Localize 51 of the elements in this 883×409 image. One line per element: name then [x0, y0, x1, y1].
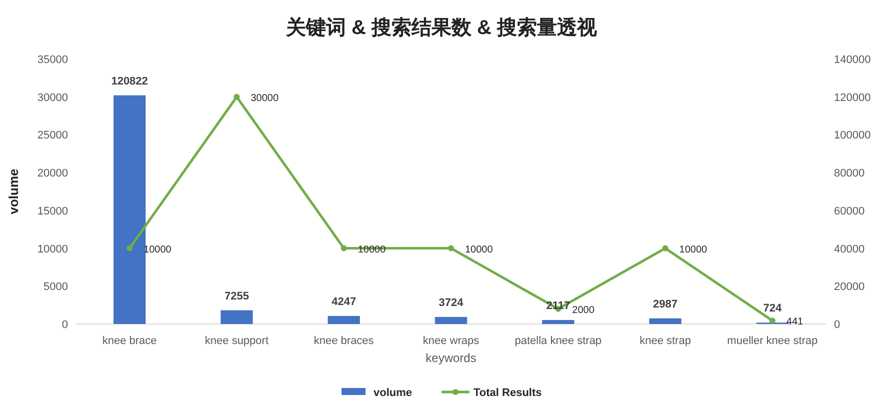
y-tick-label: 15000 [37, 205, 68, 218]
y2-tick-label: 60000 [834, 205, 865, 218]
point [126, 245, 133, 252]
x-tick-label: knee brace [102, 335, 157, 347]
bar-labels: 7255 [224, 290, 249, 302]
bar-labels: 724 [763, 302, 782, 315]
y2-tick-label: 40000 [834, 243, 865, 256]
data-label: 10000 [465, 244, 494, 256]
bar [649, 318, 682, 324]
y-tick-label: 35000 [37, 54, 68, 66]
y-tick-label: 10000 [37, 243, 68, 256]
bar-labels: 3724 [438, 296, 464, 309]
legend-label: volume [374, 387, 412, 399]
x-tick-label: knee braces [314, 335, 374, 347]
chart-title: 关键词 & 搜索结果数 & 搜索量透视 [284, 16, 598, 39]
bar [328, 316, 360, 324]
bar-labels: 120822 [111, 75, 148, 88]
y-tick-label: 20000 [37, 168, 68, 180]
y-axis-title: volume [6, 168, 21, 214]
y2-tick-label: 140000 [834, 54, 871, 66]
data-label: 2000 [572, 304, 595, 316]
bar [434, 316, 468, 324]
x-tick-label: knee strap [640, 335, 691, 347]
y2-tick-label: 120000 [834, 92, 871, 104]
y-tick-label: 0 [62, 319, 68, 331]
bar [114, 95, 146, 324]
x-axis-title: keywords [426, 351, 476, 365]
point [340, 245, 347, 252]
legend-label: Total Results [474, 387, 542, 399]
point [769, 318, 776, 324]
y-tick-label: 5000 [44, 281, 68, 294]
x-tick-label: knee support [204, 335, 269, 347]
bar-labels: 2987 [653, 298, 678, 310]
point [234, 94, 240, 100]
data-label: 30000 [250, 92, 279, 104]
y2-tick-label: 100000 [834, 130, 871, 142]
point [662, 245, 668, 252]
x-tick-label: mueller knee strap [727, 335, 818, 347]
y-tick-label: 30000 [37, 92, 68, 104]
x-tick-label: patella knee strap [514, 335, 602, 347]
y2-tick-label: 0 [834, 319, 840, 331]
point [448, 245, 454, 252]
data-label: 441 [786, 316, 804, 328]
y-tick-label: 25000 [37, 130, 68, 142]
bar [220, 310, 253, 324]
x-tick-label: knee wraps [422, 335, 480, 347]
bar-labels: 4247 [332, 296, 356, 308]
bar [542, 320, 574, 324]
y2-tick-label: 80000 [834, 168, 865, 180]
y2-tick-label: 20000 [834, 281, 865, 294]
data-label: 10000 [679, 244, 708, 256]
